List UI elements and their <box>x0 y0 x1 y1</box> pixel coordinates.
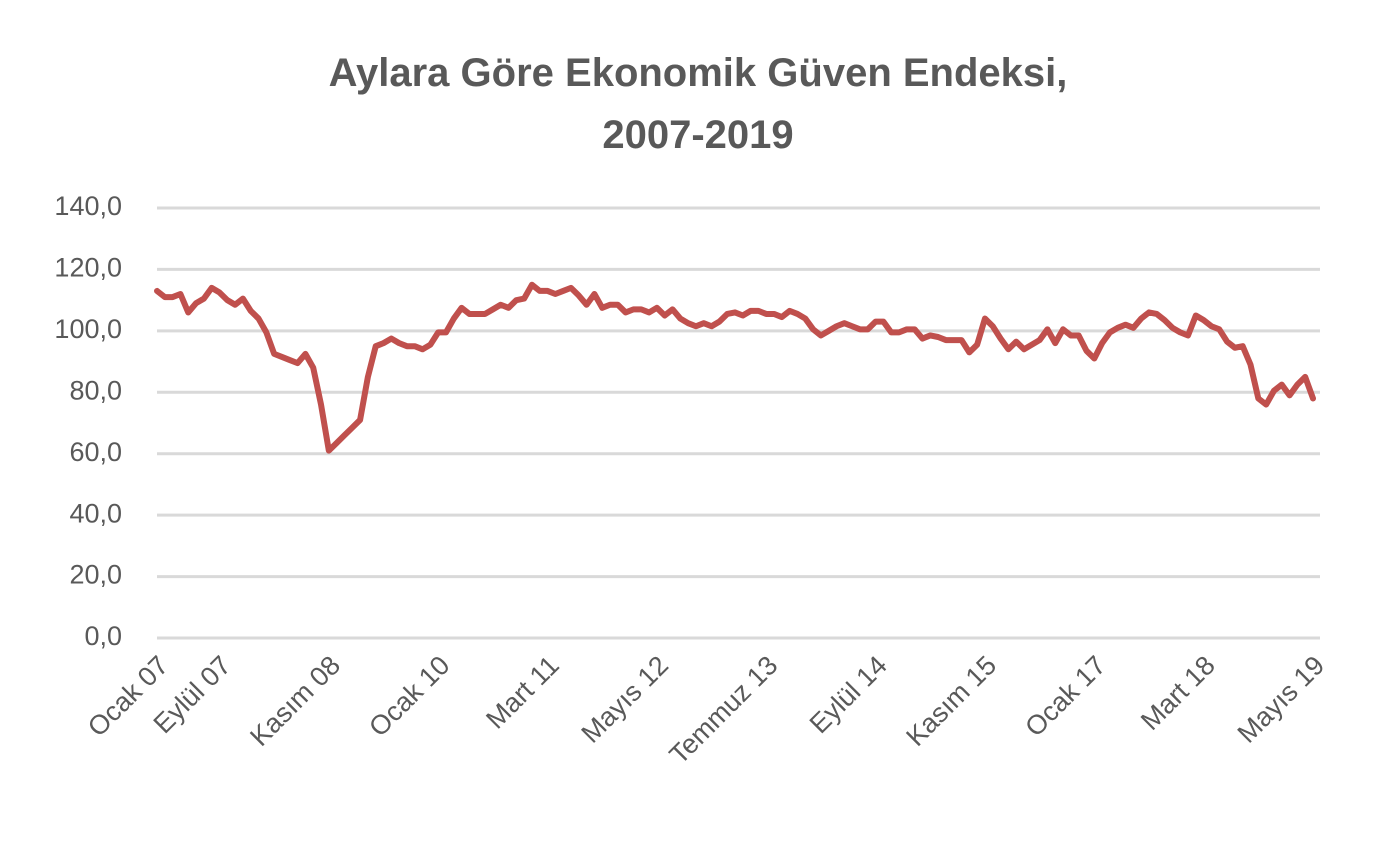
y-tick-label: 120,0 <box>54 253 122 283</box>
y-tick-label: 140,0 <box>54 191 122 221</box>
x-tick-label: Kasım 15 <box>900 650 1002 752</box>
y-tick-label: 80,0 <box>69 375 122 405</box>
x-tick-label: Kasım 08 <box>244 650 346 752</box>
x-tick-label: Mayıs 12 <box>575 650 674 749</box>
x-tick-label: Eylül 14 <box>804 650 893 739</box>
y-tick-label: 0,0 <box>84 621 122 651</box>
x-tick-label: Ocak 17 <box>1019 650 1111 742</box>
chart-title: Aylara Göre Ekonomik Güven Endeksi, <box>329 51 1068 95</box>
x-tick-label: Mayıs 19 <box>1232 650 1331 749</box>
x-tick-label: Mart 11 <box>480 650 565 735</box>
data-line <box>154 281 1316 454</box>
x-tick-label: Ocak 10 <box>363 650 455 742</box>
chart-title: 2007-2019 <box>602 113 793 157</box>
x-tick-label: Temmuz 13 <box>664 650 784 770</box>
y-tick-label: 40,0 <box>69 498 122 528</box>
x-tick-label: Mart 18 <box>1135 650 1221 736</box>
y-tick-label: 100,0 <box>54 314 122 344</box>
y-tick-label: 20,0 <box>69 560 122 590</box>
y-tick-label: 60,0 <box>69 437 122 467</box>
